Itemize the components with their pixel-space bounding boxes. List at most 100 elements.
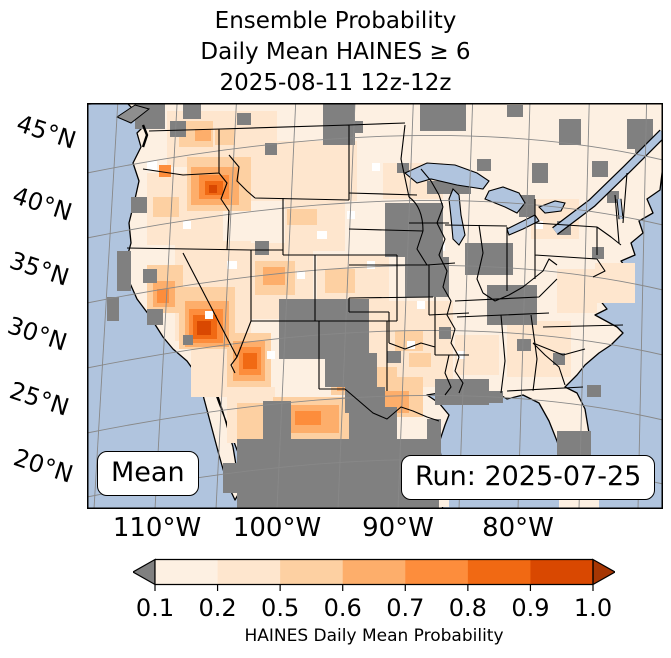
probability-cell (317, 231, 327, 239)
probability-cell (417, 301, 425, 309)
lon-label-110w: 110°W (112, 513, 202, 543)
probability-cell (197, 321, 211, 335)
probability-cell (532, 163, 548, 183)
probability-cell (477, 159, 491, 171)
probability-cell (183, 221, 191, 229)
map-plot-area: Mean Run: 2025-07-25 (87, 103, 663, 509)
st-lawrence-water (552, 130, 663, 234)
probability-cell (420, 103, 466, 131)
probability-cell (205, 311, 213, 319)
probability-cell (267, 351, 275, 359)
lat-label-20n: 20°N (10, 443, 77, 489)
probability-cell (347, 211, 355, 219)
lon-label-90w: 90°W (362, 513, 434, 543)
title-line-2: Daily Mean HAINES ≥ 6 (200, 39, 471, 65)
probability-cell (287, 209, 317, 225)
probability-cell (325, 269, 355, 293)
colorbar-under-arrow (131, 558, 156, 586)
colorbar-tick-labels: 0.1 0.2 0.5 0.6 0.7 0.8 0.9 1.0 (133, 594, 615, 624)
lat-label-40n: 40°N (9, 181, 76, 227)
probability-cell (325, 353, 377, 387)
probability-cell (557, 269, 597, 313)
probability-cell (349, 407, 397, 441)
probability-cell (237, 141, 357, 201)
probability-cell (223, 463, 239, 493)
lat-label-30n: 30°N (4, 311, 71, 357)
map-frame (87, 103, 663, 509)
probability-cell (465, 243, 513, 275)
probability-cell (170, 121, 186, 137)
probability-cell (255, 241, 269, 255)
chart-title: Ensemble Probability Daily Mean HAINES ≥… (0, 6, 671, 99)
great-lakes (403, 162, 566, 246)
probability-cell (263, 267, 285, 285)
probability-cell (131, 197, 147, 213)
probability-cell (143, 269, 157, 283)
probability-cell (507, 105, 523, 117)
vancouver-island (115, 104, 151, 124)
lake-champlain-water (617, 198, 623, 220)
colorbar-tick-label: 0.7 (386, 594, 425, 622)
probability-cell (183, 103, 201, 119)
probability-cell (487, 285, 537, 325)
colorbar-tick-label: 1.0 (573, 594, 613, 622)
colorbar-tick-marks (154, 584, 594, 591)
probability-cell (215, 129, 235, 145)
state-borders (126, 122, 628, 422)
probability-cell (592, 161, 608, 177)
probability-cell (237, 113, 251, 125)
colorbar: 0.1 0.2 0.5 0.6 0.7 0.8 0.9 1.0 HAINES Daily Me… (131, 558, 617, 654)
title-line-1: Ensemble Probability (214, 8, 457, 34)
colorbar-tick-label: 0.8 (448, 594, 487, 622)
map-canvas (87, 103, 663, 509)
probability-cell (147, 309, 163, 325)
colorbar-tick-label: 0.9 (511, 594, 550, 622)
probability-cell (372, 163, 380, 171)
lon-label-80w: 80°W (482, 513, 554, 543)
probability-cell (295, 411, 321, 425)
probability-cell (587, 385, 601, 397)
colorbar-tick-label: 0.2 (198, 594, 237, 622)
probability-cell (153, 197, 179, 217)
lat-label-35n: 35°N (6, 246, 73, 292)
probability-cell (183, 335, 193, 345)
probability-cell (297, 271, 305, 279)
colorbar-canvas (131, 558, 617, 591)
colorbar-over-arrow (592, 558, 617, 586)
probability-cell (407, 341, 415, 349)
probability-cell (147, 161, 157, 171)
probability-cell (535, 221, 543, 229)
probability-cell (435, 379, 489, 405)
probability-cell (559, 119, 581, 145)
probability-cell (279, 299, 369, 359)
probability-cell (427, 419, 441, 459)
probability-cell (243, 353, 257, 369)
run-label: Run: 2025-07-25 (415, 461, 642, 492)
colorbar-outline (154, 558, 594, 586)
probability-cell (349, 121, 363, 133)
probability-cell (387, 351, 401, 363)
run-annotation-box: Run: 2025-07-25 (401, 455, 656, 500)
lon-label-100w: 100°W (232, 513, 322, 543)
puget-sound (141, 124, 149, 148)
probability-cell (159, 165, 171, 177)
probability-cell (107, 297, 119, 321)
colorbar-tick-label: 0.1 (135, 594, 175, 622)
graticule-lines (87, 103, 663, 509)
probability-cell (227, 261, 237, 269)
title-line-3: 2025-08-11 12z-12z (219, 70, 452, 96)
probability-cell (265, 143, 277, 155)
colorbar-segments (155, 559, 594, 585)
probability-cell (263, 401, 291, 441)
mean-label: Mean (111, 457, 185, 488)
probability-cell (439, 327, 451, 339)
probability-cell (117, 251, 131, 291)
probability-cell (592, 247, 604, 259)
colorbar-tick-label: 0.6 (323, 594, 362, 622)
probability-cell (517, 339, 531, 351)
lat-label-25n: 25°N (6, 376, 73, 422)
probability-cell (553, 353, 565, 365)
probability-cell (607, 191, 619, 203)
colorbar-caption: HAINES Daily Mean Probability (244, 626, 504, 646)
